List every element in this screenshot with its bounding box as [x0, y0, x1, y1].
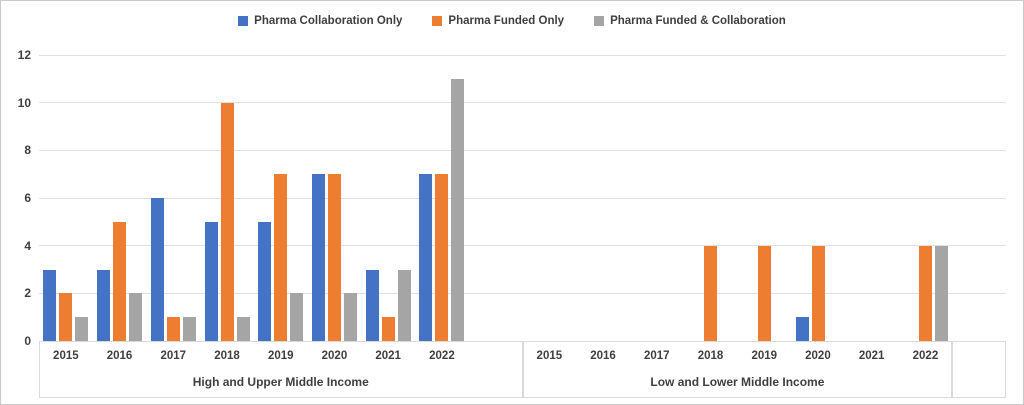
legend-label-pharma-collaboration-only: Pharma Collaboration Only	[254, 15, 403, 27]
x-tick-label-group1-2018: 2018	[214, 350, 240, 362]
y-tick-label-4: 4	[24, 238, 31, 253]
bar-pharma-funded-only-group1-2022	[435, 174, 449, 341]
bar-pharma-funded-only-group2-2019	[757, 245, 771, 341]
x-tick-label-group2-2015: 2015	[536, 350, 563, 362]
gridline-8	[39, 149, 1006, 151]
bar-pharma-funded-only-group2-2020	[811, 245, 825, 341]
bar-pharma-funded-only-group1-2017	[166, 317, 180, 341]
bar-pharma-funded-collaboration-group1-2019	[290, 293, 304, 341]
x-tick-label-group2-2019: 2019	[751, 350, 778, 362]
gridline-12	[39, 54, 1006, 56]
bar-pharma-funded-only-group1-2019	[274, 174, 288, 341]
bar-pharma-collaboration-only-group1-2016	[97, 269, 111, 341]
x-tick-label-group2-2017: 2017	[643, 350, 670, 362]
category-box-high-upper-middle-income	[39, 341, 523, 398]
legend-marker-pharma-funded-collaboration-icon	[594, 16, 605, 26]
x-tick-label-group1-2015: 2015	[53, 350, 79, 362]
legend-marker-pharma-funded-only-icon	[432, 16, 443, 26]
bar-pharma-funded-collaboration-group1-2018	[236, 317, 250, 341]
bar-pharma-collaboration-only-group1-2022	[419, 174, 433, 341]
legend-item-pharma-collaboration-only: Pharma Collaboration Only	[238, 15, 402, 27]
x-tick-label-group1-2020: 2020	[321, 350, 348, 362]
bar-pharma-collaboration-only-group2-2020	[795, 317, 809, 341]
bar-pharma-collaboration-only-group1-2021	[365, 269, 379, 341]
bar-pharma-collaboration-only-group1-2020	[312, 174, 325, 341]
bar-pharma-funded-only-group1-2015	[59, 293, 73, 341]
x-tick-label-group1-2019: 2019	[267, 350, 294, 362]
bar-pharma-funded-collaboration-group1-2016	[129, 293, 143, 341]
legend-label-pharma-funded-only: Pharma Funded Only	[448, 15, 565, 27]
chart-legend: Pharma Collaboration Only Pharma Funded O…	[1, 11, 1023, 31]
bar-pharma-funded-collaboration-group1-2017	[182, 317, 196, 341]
axis-group-label-2: Low and Lower Middle Income	[650, 375, 825, 389]
bar-pharma-collaboration-only-group1-2018	[204, 221, 218, 341]
gridline-2	[39, 292, 1006, 294]
bar-pharma-funded-collaboration-group1-2022	[451, 78, 465, 341]
x-tick-label-group1-2017: 2017	[160, 350, 187, 362]
x-tick-label-group2-2022: 2022	[912, 350, 939, 362]
bar-pharma-funded-only-group1-2018	[220, 102, 234, 341]
bar-pharma-collaboration-only-group1-2015	[43, 269, 57, 341]
bar-pharma-funded-collaboration-group2-2022	[934, 245, 948, 341]
bar-pharma-collaboration-only-group1-2019	[258, 221, 272, 341]
legend-marker-pharma-collaboration-only-icon	[238, 16, 249, 26]
bar-pharma-funded-only-group1-2016	[113, 221, 127, 341]
x-tick-label-group2-2016: 2016	[590, 350, 616, 362]
legend-item-pharma-funded-collaboration: Pharma Funded & Collaboration	[594, 15, 786, 27]
legend-item-pharma-funded-only: Pharma Funded Only	[432, 15, 564, 27]
y-tick-label-8: 8	[24, 143, 31, 158]
x-tick-label-group2-2021: 2021	[858, 350, 885, 362]
bar-pharma-funded-collaboration-group1-2021	[397, 269, 411, 341]
x-tick-label-group1-2022: 2022	[429, 350, 455, 362]
empty-axis-cell	[952, 341, 1006, 398]
y-tick-label-12: 12	[17, 48, 31, 62]
bar-pharma-funded-only-group2-2018	[704, 245, 717, 341]
x-tick-label-group1-2021: 2021	[375, 350, 401, 362]
gridline-4	[39, 245, 1006, 247]
bar-pharma-funded-collaboration-group1-2020	[344, 293, 357, 341]
y-tick-label-0: 0	[24, 334, 31, 348]
bar-pharma-funded-only-group2-2022	[918, 245, 932, 341]
gridline-10	[39, 102, 1006, 104]
category-box-low-lower-middle-income	[522, 341, 953, 398]
x-tick-label-group1-2016: 2016	[106, 350, 133, 362]
y-tick-label-10: 10	[17, 95, 31, 110]
legend-label-pharma-funded-collaboration: Pharma Funded & Collaboration	[610, 15, 786, 27]
gridline-6	[39, 197, 1006, 199]
bar-pharma-funded-collaboration-group1-2015	[75, 317, 89, 341]
bar-pharma-funded-only-group1-2020	[328, 174, 341, 341]
x-tick-label-group2-2018: 2018	[697, 350, 724, 362]
bar-pharma-funded-only-group1-2021	[381, 317, 395, 341]
x-tick-label-group2-2020: 2020	[805, 350, 831, 362]
y-tick-label-6: 6	[24, 191, 31, 205]
axis-group-label-1: High and Upper Middle Income	[192, 375, 369, 389]
bar-pharma-collaboration-only-group1-2017	[150, 198, 164, 341]
y-tick-label-2: 2	[24, 286, 31, 301]
